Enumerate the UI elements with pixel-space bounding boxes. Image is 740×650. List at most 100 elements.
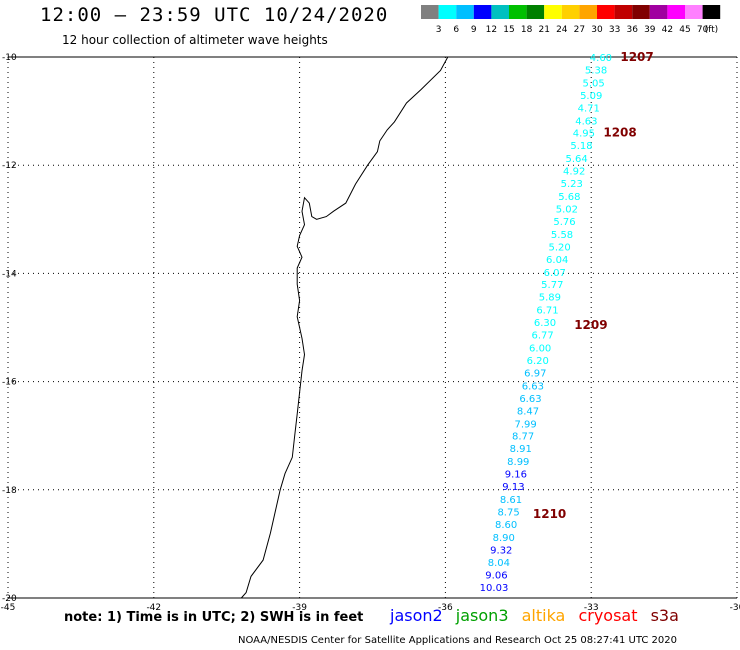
legend-item-jason2: jason2 xyxy=(390,606,443,625)
swh-value: 8.99 xyxy=(507,457,529,468)
scale-tick-label: 21 xyxy=(538,25,549,35)
scale-swatch xyxy=(685,5,703,19)
swh-value: 5.05 xyxy=(582,78,604,89)
legend-item-jason3: jason3 xyxy=(455,606,509,625)
swh-value: 4.95 xyxy=(573,129,595,140)
scale-swatch xyxy=(421,5,439,19)
swh-value: 8.61 xyxy=(500,495,522,506)
color-scale: 3 6 9 12 15 18 21 24 27 30 33 36 39 42 45 70(ft) xyxy=(421,5,721,35)
legend-item-cryosat: cryosat xyxy=(578,606,638,625)
swh-value: 8.60 xyxy=(495,520,517,531)
scale-swatch xyxy=(579,5,597,19)
x-tick-label: -42 xyxy=(146,603,161,613)
swh-value: 5.20 xyxy=(548,242,570,253)
scale-tick-label: 15 xyxy=(503,25,514,35)
y-tick-label: -16 xyxy=(2,378,17,388)
swh-value: 5.23 xyxy=(561,179,583,190)
x-tick-label: -33 xyxy=(584,603,599,613)
y-tick-label: -10 xyxy=(2,53,17,63)
swh-value: 8.75 xyxy=(497,507,519,518)
swh-value: 8.77 xyxy=(512,432,534,443)
scale-swatch xyxy=(491,5,509,19)
scale-tick-label: 3 xyxy=(436,25,442,35)
swh-value: 5.68 xyxy=(558,192,580,203)
swh-value: 9.06 xyxy=(485,571,507,582)
swh-value: 6.30 xyxy=(534,318,556,329)
scale-swatch xyxy=(438,5,457,19)
scale-swatch xyxy=(702,5,721,19)
swh-value: 8.47 xyxy=(517,406,539,417)
swh-value: 6.63 xyxy=(519,394,541,405)
swh-value: 9.32 xyxy=(490,545,512,556)
time-label: 1208 xyxy=(603,126,636,140)
scale-swatch xyxy=(632,5,650,19)
time-label: 1207 xyxy=(620,50,653,64)
swh-value: 4.71 xyxy=(578,103,600,114)
page-title: 12:00 – 23:59 UTC 10/24/2020 xyxy=(40,4,389,26)
scale-tick-label: 39 xyxy=(644,25,656,35)
swh-value: 6.63 xyxy=(522,381,544,392)
scale-unit-label: (ft) xyxy=(705,25,719,35)
y-tick-label: -14 xyxy=(2,269,17,279)
x-tick-label: -39 xyxy=(292,603,307,613)
swh-value: 10.03 xyxy=(480,583,509,594)
swh-value: 5.76 xyxy=(553,217,575,228)
swh-value: 5.64 xyxy=(565,154,587,165)
swh-value: 6.71 xyxy=(536,306,558,317)
swh-value: 5.77 xyxy=(541,280,563,291)
map-frame xyxy=(8,56,737,599)
scale-tick-label: 36 xyxy=(626,25,638,35)
x-tick-label: -45 xyxy=(1,603,16,613)
legend-item-s3a: s3a xyxy=(650,606,679,625)
scale-tick-label: 6 xyxy=(453,25,459,35)
legend-item-altika: altika xyxy=(521,606,566,625)
scale-swatch xyxy=(544,5,562,19)
swh-value: 9.16 xyxy=(505,470,527,481)
swh-value: 6.20 xyxy=(527,356,549,367)
scale-swatch xyxy=(614,5,633,19)
scale-swatch xyxy=(597,5,615,19)
swh-value: 9.13 xyxy=(502,482,524,493)
scale-swatch xyxy=(561,5,580,19)
time-labels: 1207 1208 1209 1210 xyxy=(533,50,654,521)
scale-tick-label: 70 xyxy=(697,25,709,35)
scale-swatch xyxy=(456,5,474,19)
grid-lines xyxy=(7,56,738,599)
x-tick-label: -36 xyxy=(438,603,453,613)
swh-value: 5.58 xyxy=(551,230,573,241)
coastline-path xyxy=(240,56,449,599)
page-subtitle: 12 hour collection of altimeter wave hei… xyxy=(62,33,328,47)
swh-value: 5.02 xyxy=(556,204,578,215)
note-text: note: 1) Time is in UTC; 2) SWH is in fe… xyxy=(64,610,364,625)
time-label: 1209 xyxy=(574,318,607,332)
credit-line: NOAA/NESDIS Center for Satellite Applica… xyxy=(238,635,677,646)
time-label: 1210 xyxy=(533,507,566,521)
y-tick-label: -12 xyxy=(2,161,17,171)
scale-swatch xyxy=(667,5,685,19)
scale-swatch xyxy=(509,5,527,19)
swh-value: 6.77 xyxy=(531,331,553,342)
swh-value: 6.07 xyxy=(544,268,566,279)
scale-tick-label: 30 xyxy=(591,25,603,35)
observations: 4.605.38 5.05 5.094.71 4.63 4.955.18 5.64 4.92… xyxy=(480,53,612,594)
scale-tick-label: 27 xyxy=(574,25,585,35)
swh-value: 8.91 xyxy=(510,444,532,455)
swh-value: 8.04 xyxy=(488,558,510,569)
scale-tick-label: 12 xyxy=(486,25,497,35)
scale-tick-label: 45 xyxy=(679,25,690,35)
scale-tick-label: 42 xyxy=(662,25,673,35)
y-tick-label: -18 xyxy=(2,486,17,496)
swh-value: 6.97 xyxy=(524,368,546,379)
scale-swatch xyxy=(526,5,545,19)
swh-value: 5.18 xyxy=(570,141,592,152)
swh-value: 4.63 xyxy=(575,116,597,127)
swh-value: 7.99 xyxy=(514,419,536,430)
swh-value: 5.38 xyxy=(585,65,607,76)
y-tick-label: -20 xyxy=(2,594,17,604)
scale-tick-label: 9 xyxy=(471,25,477,35)
swh-value: 5.09 xyxy=(580,91,602,102)
swh-value: 6.04 xyxy=(546,255,568,266)
axis-labels: -45 -42 -39 -36 -33 -30 -10 -12 -14 -16 -18 -20 xyxy=(1,53,740,613)
swh-value: 8.90 xyxy=(493,533,515,544)
